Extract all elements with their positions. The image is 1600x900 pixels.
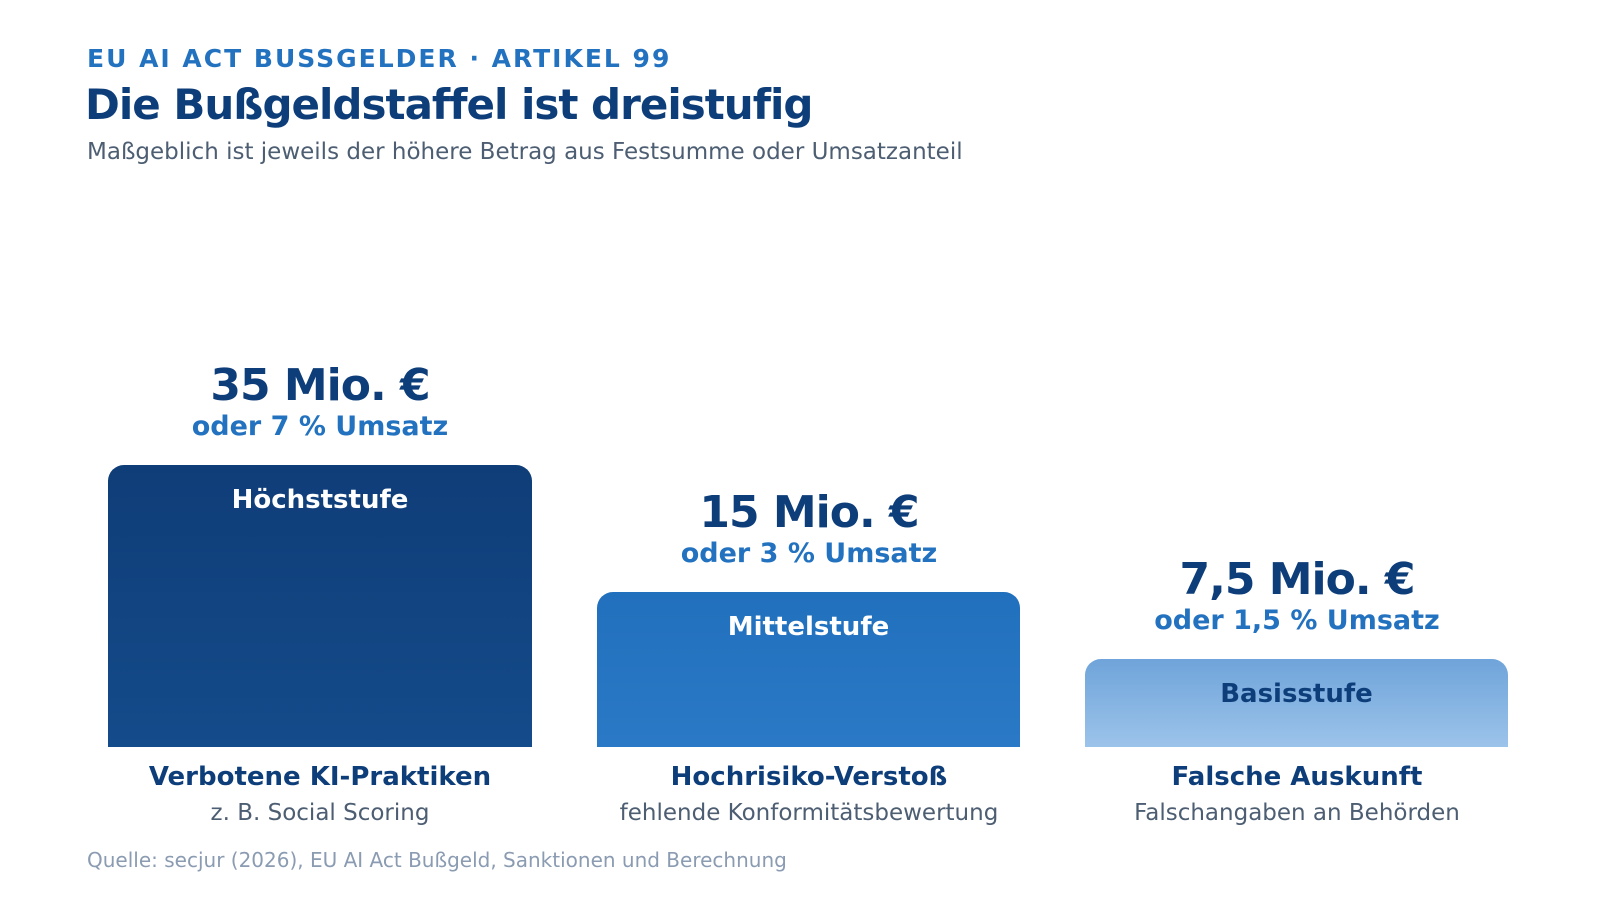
tier-head: 35 Mio. € oder 7 % Umsatz	[108, 360, 532, 442]
tier-label: Falsche Auskunft Falschangaben an Behörd…	[1085, 762, 1509, 826]
amount: 15 Mio. €	[699, 487, 919, 538]
tier-example: Falschangaben an Behörden	[1134, 800, 1460, 826]
level: Höchststufe	[231, 485, 409, 515]
title: Die Bußgeldstaffel ist dreistufig	[85, 80, 813, 129]
share: oder 3 % Umsatz	[680, 538, 938, 569]
share: oder 1,5 % Umsatz	[1154, 605, 1440, 636]
tier-bar: Basisstufe	[1085, 659, 1508, 747]
tier-bar: Höchststufe	[108, 465, 532, 747]
level: Basisstufe	[1220, 679, 1373, 709]
tier-example: z. B. Social Scoring	[210, 800, 430, 826]
tier-label: Hochrisiko-Verstoß fehlende Konformitäts…	[597, 762, 1021, 826]
tier-head: 7,5 Mio. € oder 1,5 % Umsatz	[1085, 554, 1509, 636]
tier-name: Hochrisiko-Verstoß	[670, 762, 948, 792]
amount: 35 Mio. €	[210, 360, 430, 411]
tier-bar: Mittelstufe	[597, 592, 1020, 747]
tier-name: Verbotene KI-Praktiken	[148, 762, 492, 792]
tier-head: 15 Mio. € oder 3 % Umsatz	[597, 487, 1021, 569]
source: Quelle: secjur (2026), EU AI Act Bußgeld…	[87, 848, 787, 872]
tier-label: Verbotene KI-Praktiken z. B. Social Scor…	[108, 762, 532, 826]
subtitle: Maßgeblich ist jeweils der höhere Betrag…	[87, 139, 963, 165]
kicker: EU AI ACT BUSSGELDER · ARTIKEL 99	[87, 44, 672, 73]
share: oder 7 % Umsatz	[191, 411, 449, 442]
level: Mittelstufe	[727, 612, 890, 642]
tier-name: Falsche Auskunft	[1171, 762, 1423, 792]
tier-example: fehlende Konformitätsbewertung	[619, 800, 999, 826]
amount: 7,5 Mio. €	[1179, 554, 1415, 605]
